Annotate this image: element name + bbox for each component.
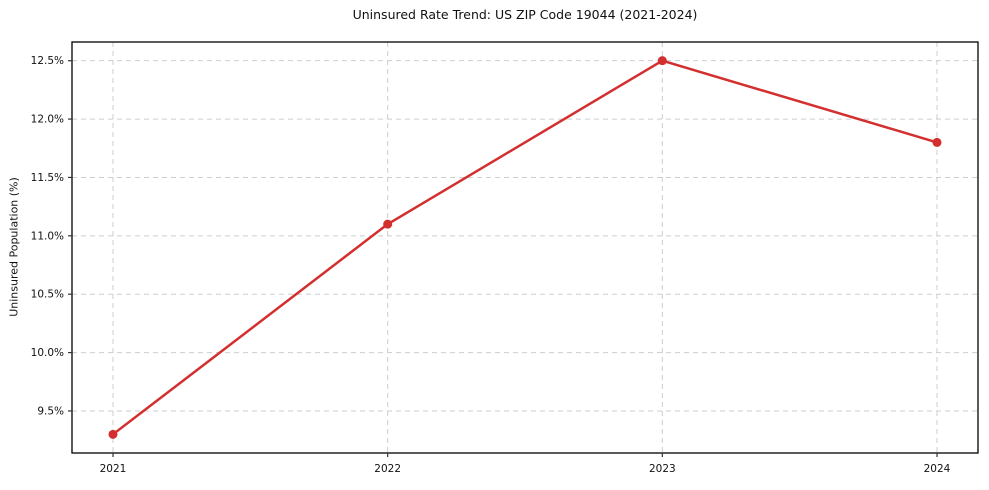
y-tick-label: 10.5% (31, 289, 64, 301)
data-point-marker (108, 429, 118, 439)
y-tick-label: 11.5% (31, 172, 64, 184)
y-tick-label: 12.5% (31, 55, 64, 67)
chart-title: Uninsured Rate Trend: US ZIP Code 19044 … (352, 7, 698, 22)
x-tick-label: 2022 (374, 463, 401, 475)
data-point-marker (932, 137, 942, 147)
data-point-marker (657, 56, 667, 66)
y-tick-label: 12.0% (31, 114, 64, 126)
x-tick-label: 2023 (649, 463, 676, 475)
x-tick-label: 2021 (100, 463, 127, 475)
y-tick-label: 9.5% (37, 405, 64, 417)
y-tick-label: 10.0% (31, 347, 64, 359)
plot-border (71, 41, 979, 454)
y-tick-label: 11.0% (31, 230, 64, 242)
data-point-marker (383, 219, 393, 229)
trend-line (111, 59, 939, 436)
x-tick-label: 2024 (924, 463, 951, 475)
